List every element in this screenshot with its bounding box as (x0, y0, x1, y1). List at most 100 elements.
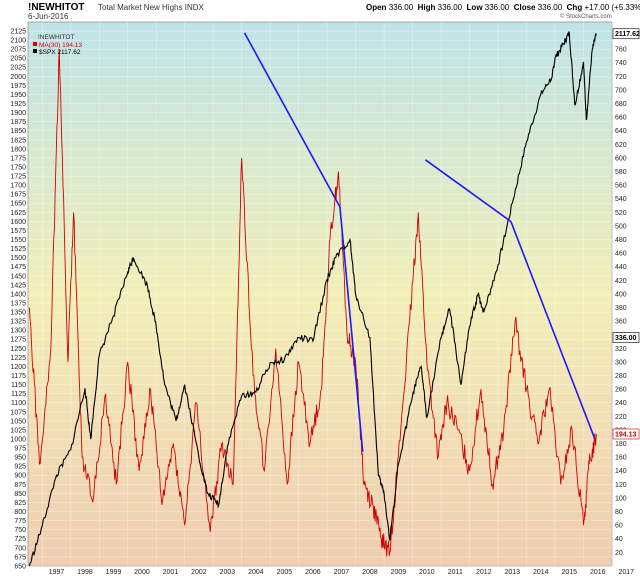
y-left-tick-label: 825 (14, 500, 26, 507)
y-right-tick-label: 360 (615, 319, 627, 326)
y-left-tick-label: 1725 (10, 174, 26, 181)
y-right-tick-label: 160 (615, 455, 627, 462)
y-axis-right: 2040608010012014016018020022024026028030… (615, 33, 627, 557)
y-left-tick-label: 1900 (10, 110, 26, 117)
y-left-tick-label: 1650 (10, 201, 26, 208)
y-right-tick-label: 380 (615, 305, 627, 312)
y-left-tick-label: 1375 (10, 300, 26, 307)
y-left-tick-label: 1175 (11, 373, 26, 380)
date-label: 6-Jun-2016 (28, 12, 69, 21)
y-left-tick-label: 900 (14, 473, 26, 480)
price-badges: 2117.62 336.00 194.13 (612, 28, 640, 440)
x-tick-label: 2016 (590, 569, 606, 576)
y-right-tick-label: 460 (615, 251, 627, 258)
x-tick-label: 2014 (533, 569, 549, 576)
legend-swatch-ma (33, 42, 37, 46)
symbol-label: !NEWHITOT (28, 2, 85, 13)
y-left-tick-label: 875 (14, 482, 26, 489)
x-tick-label: 2011 (448, 569, 463, 576)
y-left-tick-label: 1750 (10, 164, 26, 171)
y-left-tick-label: 2100 (10, 38, 26, 45)
y-left-tick-label: 1675 (10, 192, 26, 199)
y-left-tick-label: 1400 (10, 291, 26, 298)
trendlines (243, 32, 596, 452)
y-left-tick-label: 850 (14, 491, 26, 498)
y-right-tick-label: 120 (615, 482, 627, 489)
y-right-tick-label: 520 (615, 210, 627, 217)
chart-header: !NEWHITOT Total Market New Highs INDX 6-… (0, 0, 640, 22)
y-left-tick-label: 1125 (11, 391, 26, 398)
y-left-tick-label: 2050 (10, 56, 26, 63)
y-right-tick-label: 260 (615, 387, 627, 394)
y-right-tick-label: 480 (615, 237, 627, 244)
y-right-tick-label: 60 (615, 523, 623, 530)
y-axis-left: 650 675 700 725 750 775 800 825 850 875 900 925 950 9… (10, 28, 26, 570)
price-badge-label: 336.00 (615, 335, 637, 342)
y-right-tick-label: 220 (615, 414, 627, 421)
price-badge-box (612, 428, 640, 440)
x-tick-label: 1997 (49, 569, 65, 576)
y-right-tick-label: 680 (615, 101, 627, 108)
y-left-tick-label: 1075 (10, 409, 26, 416)
trendline (243, 32, 341, 208)
y-left-tick-label: 950 (14, 455, 26, 462)
y-right-tick-label: 80 (615, 509, 623, 516)
y-left-tick-label: 1050 (10, 418, 26, 425)
x-tick-label: 2008 (362, 569, 378, 576)
y-left-tick-label: 1300 (10, 328, 26, 335)
y-right-tick-label: 240 (615, 400, 627, 407)
price-badge-box (612, 332, 640, 343)
symbol-name: Total Market New Highs INDX (98, 3, 204, 12)
trendline (510, 221, 596, 440)
x-tick-label: 1999 (106, 569, 122, 576)
y-left-tick-label: 1000 (10, 436, 26, 443)
legend-spx: $SPX 2117.62 (39, 49, 81, 56)
x-tick-label: 2002 (191, 569, 207, 576)
y-left-tick-label: 650 (14, 563, 26, 570)
x-axis: 1997 1998 1999 2000 2001 2002 2003 2004 2005 2006… (49, 569, 634, 576)
x-tick-label: 2006 (305, 569, 321, 576)
y-left-tick-label: 1150 (11, 382, 26, 389)
y-right-tick-label: 600 (615, 155, 627, 162)
legend-title: !NEWHITOT (38, 34, 74, 41)
ohlc-readout: Open 336.00 High 336.00 Low 336.00 Close… (366, 3, 640, 12)
y-right-tick-label: 500 (615, 223, 627, 230)
y-right-tick-label: 760 (615, 47, 627, 54)
y-right-tick-label: 420 (615, 278, 627, 285)
y-right-tick-label: 620 (615, 142, 627, 149)
y-left-tick-label: 1225 (10, 355, 26, 362)
y-left-tick-label: 1950 (10, 92, 26, 99)
x-tick-label: 2007 (334, 569, 350, 576)
y-left-tick-label: 1925 (10, 101, 26, 108)
y-left-tick-label: 1525 (10, 246, 26, 253)
x-tick-label: 2012 (476, 569, 492, 576)
y-right-tick-label: 400 (615, 291, 627, 298)
y-left-tick-label: 975 (14, 446, 26, 453)
series-ma30-line (28, 49, 597, 557)
x-tick-label: 1998 (77, 569, 93, 576)
y-left-tick-label: 1625 (10, 210, 26, 217)
y-left-tick-label: 2000 (10, 74, 26, 81)
y-left-tick-label: 1550 (10, 237, 26, 244)
x-tick-label: 2013 (505, 569, 521, 576)
y-right-tick-label: 720 (615, 74, 627, 81)
y-left-tick-label: 2125 (10, 28, 26, 35)
y-left-tick-label: 800 (14, 509, 26, 516)
grid-lines (28, 22, 613, 567)
legend-swatch-spx (33, 49, 37, 53)
y-left-tick-label: 2075 (10, 47, 26, 54)
y-left-tick-label: 2025 (10, 65, 26, 72)
x-tick-label: 2009 (391, 569, 407, 576)
y-left-tick-label: 1600 (10, 219, 26, 226)
y-left-tick-label: 925 (14, 464, 26, 471)
y-right-tick-label: 20 (615, 550, 623, 557)
trendline (424, 159, 512, 223)
y-left-tick-label: 750 (14, 527, 26, 534)
y-left-tick-label: 700 (14, 545, 26, 552)
y-left-tick-label: 1475 (10, 264, 26, 271)
x-tick-label: 2015 (561, 569, 577, 576)
y-left-tick-label: 1425 (10, 282, 26, 289)
x-tick-label: 2003 (220, 569, 236, 576)
y-left-tick-label: 1350 (10, 310, 26, 317)
